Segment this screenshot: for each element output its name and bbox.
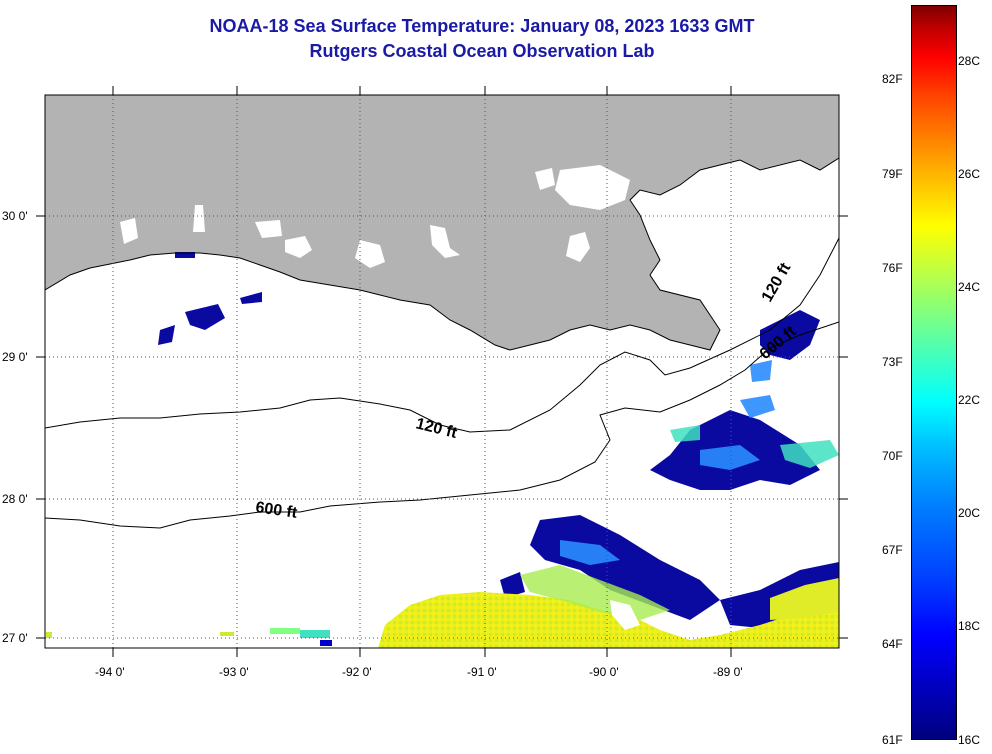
lake [555, 165, 630, 210]
temperature-colorbar [911, 5, 957, 740]
colorbar-f-label: 64F [882, 637, 903, 651]
colorbar-c-label: 24C [958, 280, 981, 294]
warm-sst-highlights [670, 425, 839, 468]
colorbar-c-label: 18C [958, 619, 981, 633]
colorbar-c-label: 16C [958, 733, 981, 747]
map-subtitle: Rutgers Coastal Ocean Observation Lab [309, 41, 655, 61]
lat-label: 28 0' [2, 492, 28, 506]
colorbar-f-label: 70F [882, 449, 903, 463]
lon-label: -94 0' [95, 665, 125, 679]
contour-label: 600 ft [254, 499, 298, 522]
lat-label: 29 0' [2, 350, 28, 364]
coastal-specks [46, 628, 332, 646]
colorbar-c-label: 20C [958, 506, 981, 520]
colorbar-f-label: 67F [882, 543, 903, 557]
colorbar-f-label: 73F [882, 355, 903, 369]
colorbar-f-label: 76F [882, 261, 903, 275]
lon-label: -91 0' [467, 665, 497, 679]
colorbar-f-label: 79F [882, 167, 903, 181]
land-mass [45, 95, 839, 350]
colorbar-f-label: 61F [882, 733, 903, 747]
lake [193, 205, 205, 232]
colorbar-f-label: 82F [882, 72, 903, 86]
warm-sst-band [378, 592, 839, 648]
coastline [45, 157, 839, 351]
warm-sst-band-upper [520, 565, 670, 620]
warm-sst-east [770, 578, 839, 620]
lake [430, 225, 460, 258]
lake [566, 232, 590, 262]
lake [285, 236, 312, 258]
map-frame [44, 94, 840, 649]
lon-label: -92 0' [342, 665, 372, 679]
lon-label: -90 0' [589, 665, 619, 679]
contour-120ft [45, 237, 839, 433]
lake [535, 168, 555, 190]
lon-label: -89 0' [713, 665, 743, 679]
colorbar-c-label: 26C [958, 167, 981, 181]
lake [120, 218, 138, 244]
map-title: NOAA-18 Sea Surface Temperature: January… [209, 16, 755, 36]
colorbar-c-label: 22C [958, 393, 981, 407]
grid-lines [45, 95, 839, 648]
tick-marks [36, 86, 848, 657]
lat-label: 27 0' [2, 631, 28, 645]
cool-sst-patches [560, 360, 775, 565]
no-data-gap [610, 600, 640, 630]
lake [255, 220, 282, 238]
lake [355, 240, 385, 268]
colorbar-c-label: 28C [958, 54, 981, 68]
contour-600ft [45, 321, 839, 529]
lat-label: 30 0' [2, 209, 28, 223]
lon-label: -93 0' [219, 665, 249, 679]
